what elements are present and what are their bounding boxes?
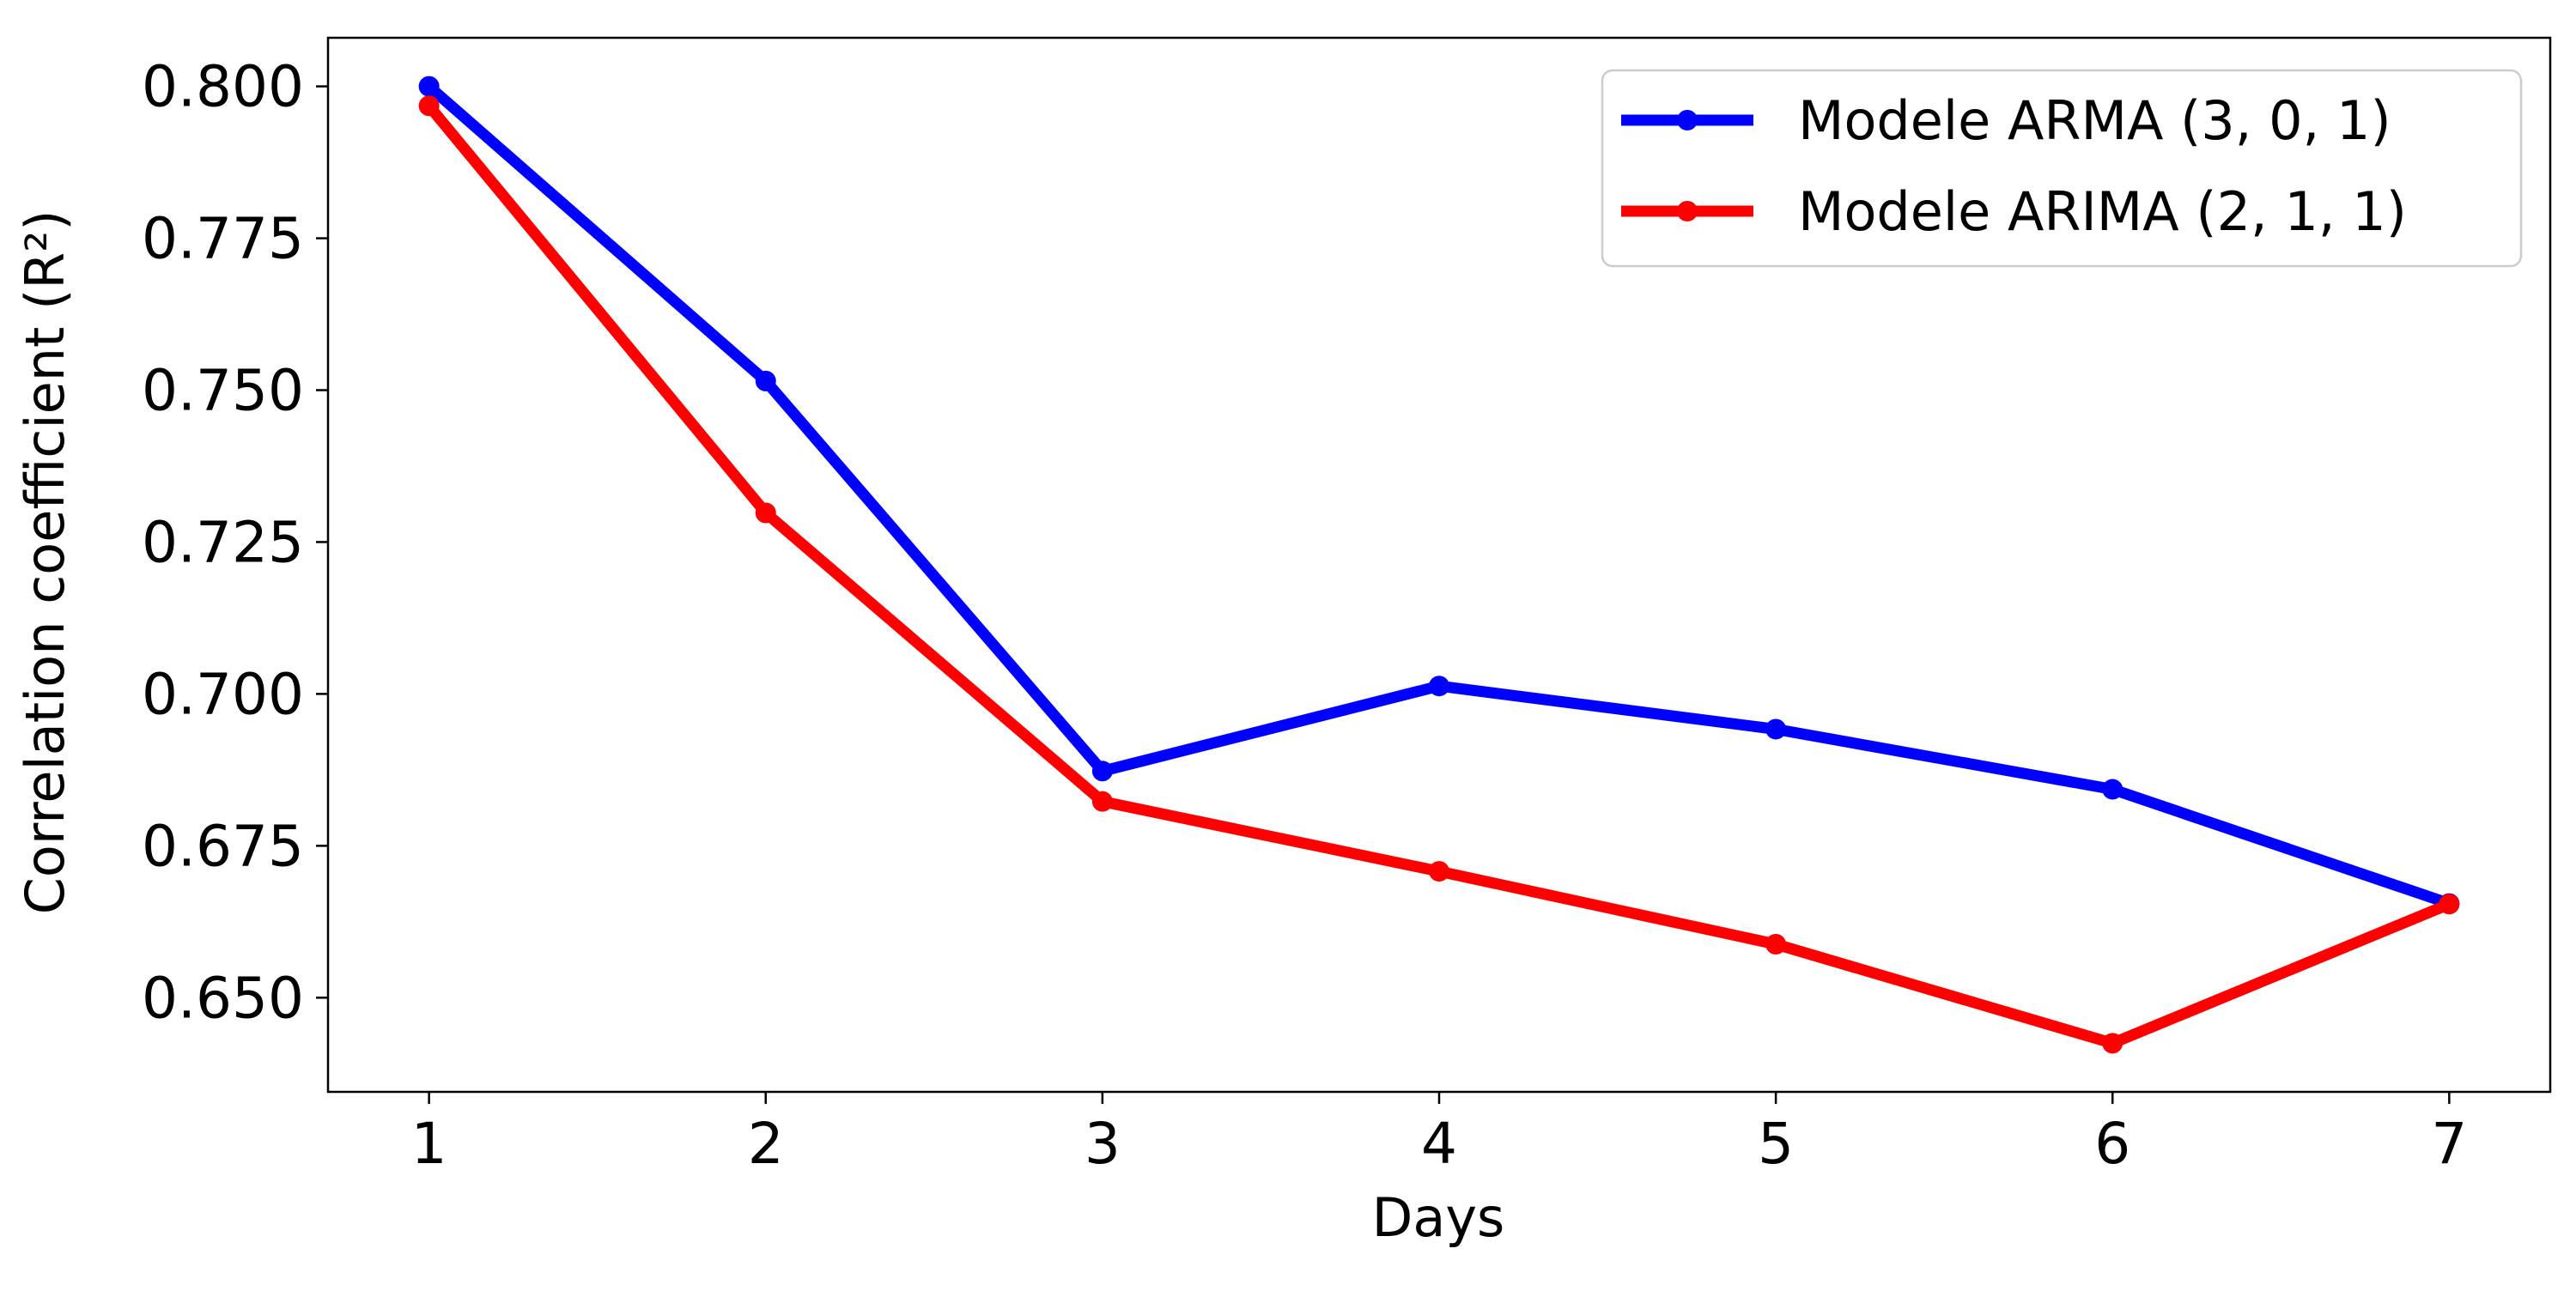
legend-box	[1601, 69, 2523, 268]
axes-layer: 1 2 3 4 5 6 7 0.650 0.675 0.700 0.725 0.750 0.775 0.8…	[142, 36, 2552, 1177]
x-tick-label-1: 1	[411, 1111, 447, 1177]
series-1-point-6	[2102, 779, 2123, 800]
series-1-point-1	[418, 76, 440, 97]
y-tick-label-6: 0.775	[142, 206, 304, 272]
series-1-point-3	[1091, 761, 1113, 782]
series-2-point-6	[2102, 1033, 2123, 1054]
y-axis-title: Correlation coefficient (R²)	[14, 210, 76, 915]
x-tick-label-3: 3	[1084, 1111, 1121, 1177]
legend-marker-1	[1677, 110, 1698, 130]
y-tick-label-3: 0.700	[142, 661, 304, 727]
series-2-point-4	[1429, 861, 1449, 882]
plot-layer	[418, 76, 2460, 1054]
series-2-point-7	[2439, 894, 2460, 915]
legend-marker-2	[1677, 201, 1698, 221]
y-tick-label-2: 0.675	[142, 813, 304, 879]
y-tick-label-7: 0.800	[142, 54, 304, 120]
legend: Modele ARMA (3, 0, 1) Modele ARIMA (2, 1,…	[1601, 69, 2523, 268]
x-tick-label-4: 4	[1421, 1111, 1457, 1177]
y-tick-label-1: 0.650	[142, 965, 304, 1031]
x-tick-label-5: 5	[1758, 1111, 1794, 1177]
series-2-point-2	[755, 502, 776, 524]
series-2-point-5	[1765, 934, 1787, 955]
x-tick-label-6: 6	[2094, 1111, 2130, 1177]
series-2-point-1	[418, 95, 440, 117]
series-1-point-2	[755, 370, 776, 391]
x-tick-label-2: 2	[748, 1111, 784, 1177]
y-tick-label-4: 0.725	[142, 509, 304, 575]
series-2-point-3	[1091, 791, 1113, 812]
series-1-point-5	[1765, 718, 1787, 740]
y-tick-label-5: 0.750	[142, 358, 304, 424]
x-tick-label-7: 7	[2431, 1111, 2467, 1177]
series-1-point-4	[1429, 676, 1449, 697]
legend-label-1: Modele ARMA (3, 0, 1)	[1798, 89, 2391, 152]
x-axis-title: Days	[1372, 1186, 1505, 1249]
legend-label-2: Modele ARIMA (2, 1, 1)	[1798, 180, 2407, 243]
